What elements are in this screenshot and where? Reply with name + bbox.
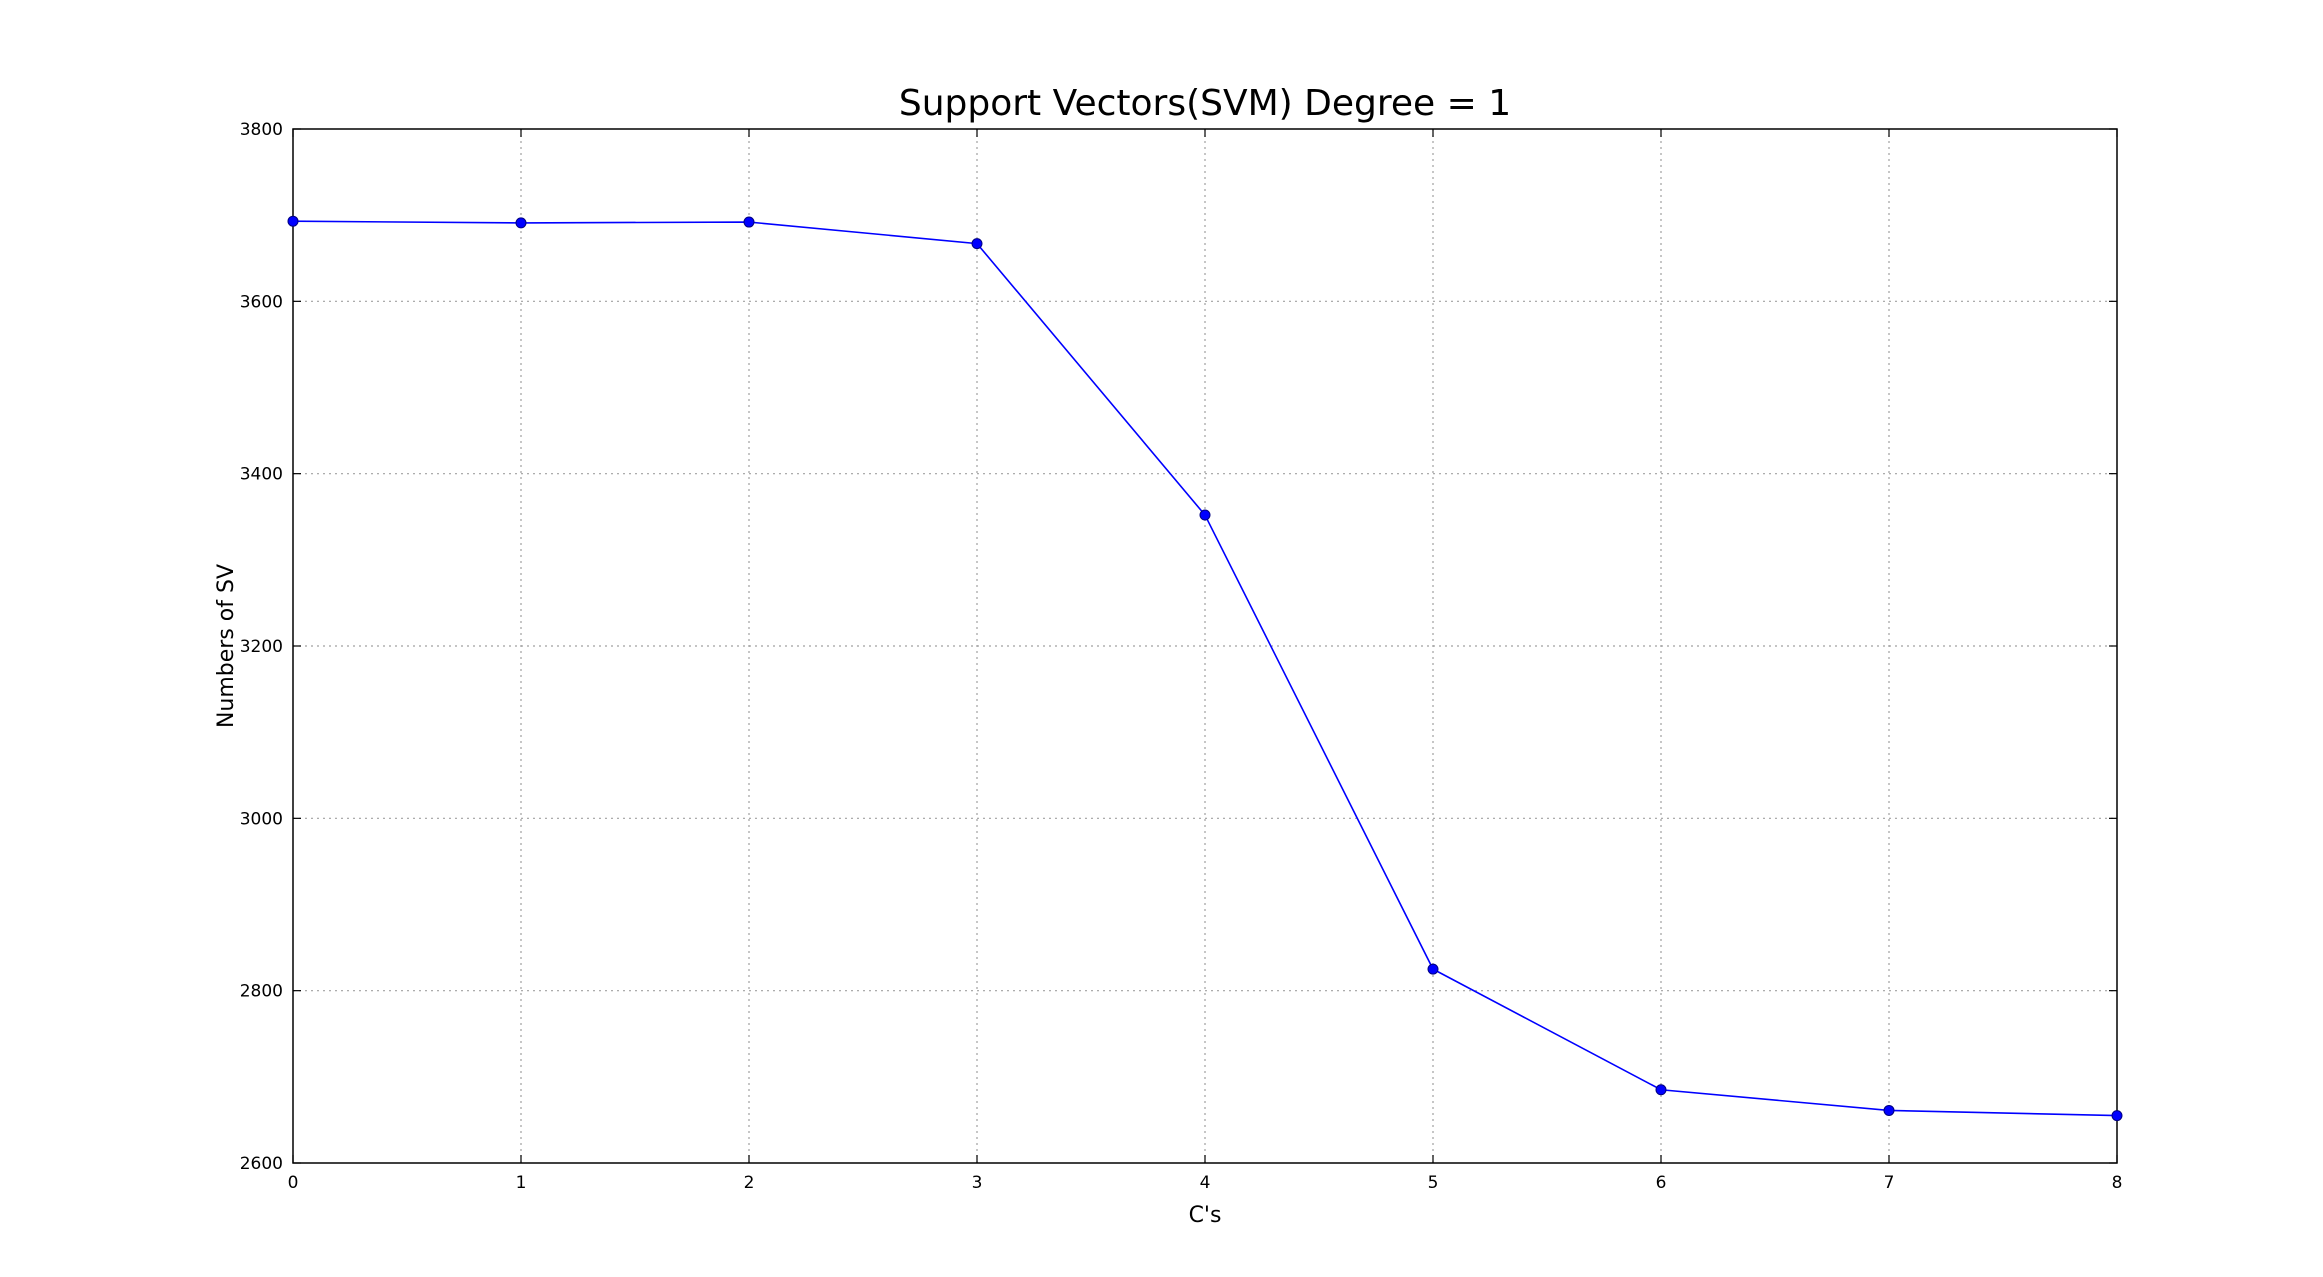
- data-point: [1199, 509, 1211, 521]
- data-point: [287, 215, 299, 227]
- y-tick-label: 3400: [240, 465, 283, 485]
- data-point: [1427, 963, 1439, 975]
- y-tick-label: 2800: [240, 982, 283, 1002]
- chart-title: Support Vectors(SVM) Degree = 1: [899, 83, 1511, 124]
- x-tick-label: 1: [516, 1173, 527, 1193]
- x-axis-label: C's: [1189, 1203, 1222, 1228]
- x-tick-label: 6: [1656, 1173, 1667, 1193]
- x-tick-label: 0: [288, 1173, 299, 1193]
- y-axis-label: Numbers of SV: [214, 564, 239, 728]
- x-tick-label: 5: [1428, 1173, 1439, 1193]
- data-point: [1883, 1104, 1895, 1116]
- series-layer: [287, 215, 2123, 1122]
- y-tick-label: 2600: [240, 1154, 283, 1174]
- grid: [293, 129, 2117, 1163]
- data-point: [743, 216, 755, 228]
- y-tick-label: 3800: [240, 120, 283, 140]
- x-tick-label: 4: [1200, 1173, 1211, 1193]
- data-point: [971, 238, 983, 250]
- x-tick-label: 8: [2112, 1173, 2123, 1193]
- x-tick-label: 7: [1884, 1173, 1895, 1193]
- x-tick-label: 2: [744, 1173, 755, 1193]
- y-tick-label: 3600: [240, 292, 283, 312]
- data-point: [1655, 1084, 1667, 1096]
- axis-ticks: 0 1 2 3 4 5 6 7 8 2600 2800 3000 3200 3400 3600 3800: [240, 120, 2123, 1193]
- data-point: [515, 217, 527, 229]
- x-tick-label: 3: [972, 1173, 983, 1193]
- y-tick-label: 3000: [240, 809, 283, 829]
- y-tick-label: 3200: [240, 637, 283, 657]
- data-point: [2111, 1110, 2123, 1122]
